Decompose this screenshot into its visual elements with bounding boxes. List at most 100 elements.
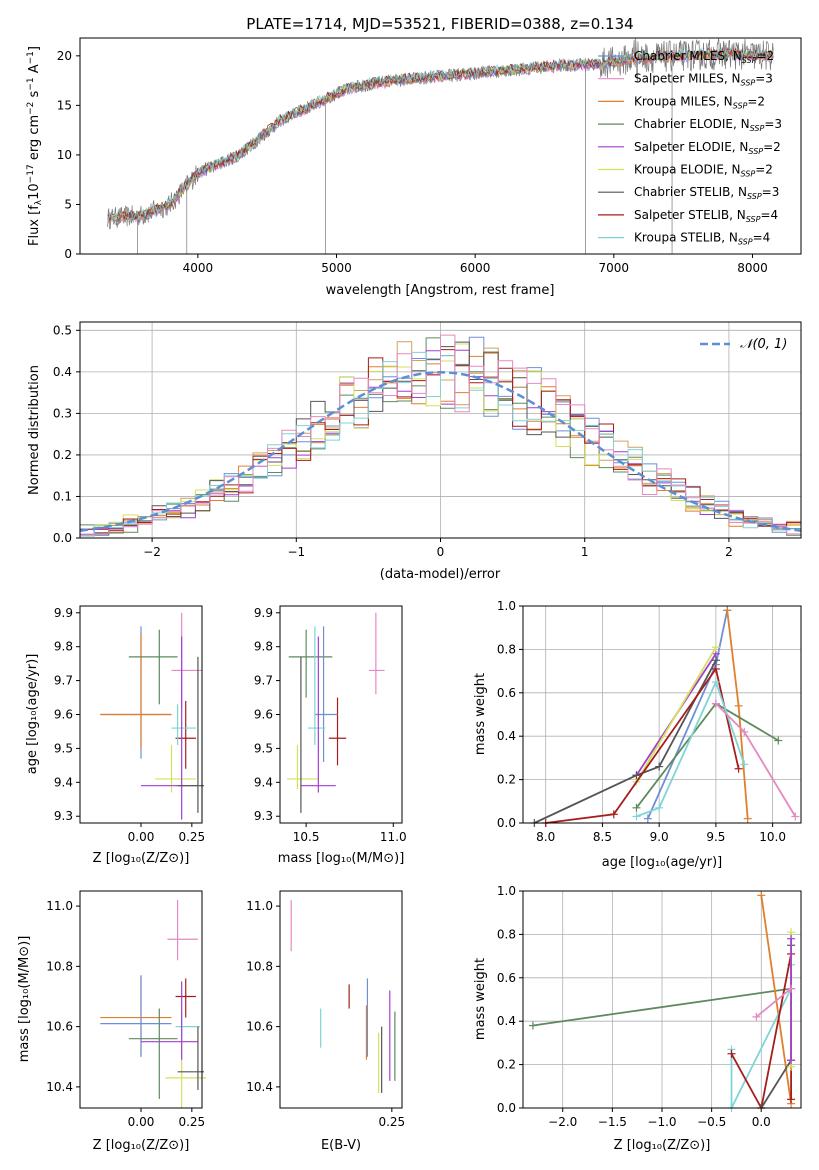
panel-ylabel: mass [log₁₀(M/M⊙)] <box>17 936 32 1063</box>
axes-frame <box>79 605 203 824</box>
legend-label: Chabrier ELODIE, NSSP=3 <box>634 117 782 133</box>
ytick-label: 10.8 <box>46 959 73 973</box>
panel-xlabel: Z [log₁₀(Z/Z⊙)] <box>93 1138 190 1153</box>
massweight-vs-z-panel: −2.0 −1.5 −1.0 −0.5 0.0 0.0 0.2 0.4 0.6 0.8 1.0 Z [… <box>473 884 802 1153</box>
xtick-label: 0.0 <box>752 1115 771 1129</box>
spectrum-ytick-label: 5 <box>64 197 72 211</box>
ytick-label: 9.9 <box>254 606 273 620</box>
xtick-label: 0.25 <box>378 1115 405 1129</box>
ytick-label: 0.8 <box>497 927 516 941</box>
age-vs-mass-panel: 10.5 11.0 9.3 9.4 9.5 9.6 9.7 9.8 9.9 mass [log₁₀… <box>254 605 407 866</box>
ytick-label: 9.7 <box>54 674 73 688</box>
spectrum-title: PLATE=1714, MJD=53521, FIBERID=0388, z=0… <box>246 15 633 33</box>
residuals-ylabel: Normed distribution <box>27 365 42 495</box>
residuals-xlabel: (data-model)/error <box>380 567 501 582</box>
xtick-label: −0.5 <box>697 1115 726 1129</box>
panel-ylabel: age [log₁₀(age/yr)] <box>25 654 40 775</box>
legend-label: Chabrier STELIB, NSSP=3 <box>634 185 779 201</box>
mass-weight-line <box>533 659 717 824</box>
legend-label: Salpeter STELIB, NSSP=4 <box>634 208 778 224</box>
residuals-ytick-label: 0.0 <box>53 531 72 545</box>
ytick-label: 9.6 <box>254 708 273 722</box>
ytick-label: 9.8 <box>254 640 273 654</box>
mass-vs-ebv-panel: 0.25 10.4 10.6 10.8 11.0 E(B-V) <box>246 890 405 1153</box>
ytick-label: 0.4 <box>497 1014 516 1028</box>
legend-label: Salpeter ELODIE, NSSP=2 <box>634 140 781 156</box>
ytick-label: 1.0 <box>497 599 516 613</box>
ytick-label: 11.0 <box>246 899 273 913</box>
xtick-label: 8.0 <box>536 830 555 844</box>
panel-xlabel: mass [log₁₀(M/M⊙)] <box>278 851 405 866</box>
xtick-label: 0.25 <box>178 1115 205 1129</box>
legend-label: Chabrier MILES, NSSP=2 <box>634 49 774 65</box>
ytick-label: 10.4 <box>246 1080 273 1094</box>
ytick-label: 9.5 <box>254 741 273 755</box>
residuals-xtick-label: 1 <box>581 545 589 559</box>
axes-frame <box>522 605 802 824</box>
mass-weight-line <box>532 987 792 1027</box>
spectrum-ytick-label: 15 <box>57 98 72 112</box>
residuals-panel: −2 −1 0 1 2 0.0 0.1 0.2 0.3 0.4 0.5 (data-model)/e… <box>27 321 802 582</box>
ytick-label: 9.6 <box>54 708 73 722</box>
mass-weight-line <box>545 666 740 824</box>
residuals-ytick-label: 0.5 <box>53 323 72 337</box>
panel-xlabel: Z [log₁₀(Z/Z⊙)] <box>614 1138 711 1153</box>
ytick-label: 1.0 <box>497 884 516 898</box>
spectrum-model-line <box>107 46 774 221</box>
ytick-label: 10.8 <box>246 959 273 973</box>
xtick-label: −1.5 <box>598 1115 627 1129</box>
ytick-label: 9.4 <box>54 775 73 789</box>
mass-weight-line <box>635 646 717 783</box>
ytick-label: 9.5 <box>54 741 73 755</box>
residuals-ytick-label: 0.4 <box>53 365 72 379</box>
spectrum-panel: PLATE=1714, MJD=53521, FIBERID=0388, z=0… <box>26 15 802 298</box>
ytick-label: 10.4 <box>46 1080 73 1094</box>
spectrum-xtick-label: 6000 <box>460 261 491 275</box>
ytick-label: 0.4 <box>497 729 516 743</box>
xtick-label: 11.0 <box>380 830 407 844</box>
panel-ylabel: mass weight <box>473 673 488 755</box>
xtick-label: 0.00 <box>128 1115 155 1129</box>
mass-vs-z-panel: 0.00 0.25 10.4 10.6 10.8 11.0 Z [log₁₀(Z/Z⊙)] m… <box>17 890 207 1153</box>
ytick-label: 0.8 <box>497 642 516 656</box>
xtick-label: 10.5 <box>293 830 320 844</box>
axes-frame <box>522 890 802 1109</box>
xtick-label: 0.00 <box>128 830 155 844</box>
spectrum-legend: Chabrier MILES, NSSP=2 Salpeter MILES, NS… <box>598 49 782 247</box>
axes-frame <box>79 890 203 1109</box>
ytick-label: 0.6 <box>497 971 516 985</box>
ytick-label: 0.6 <box>497 686 516 700</box>
spectrum-data-line <box>107 37 774 230</box>
residuals-legend: 𝒩(0, 1) <box>700 337 787 352</box>
xtick-label: 9.0 <box>650 830 669 844</box>
normal-curve <box>79 371 802 532</box>
legend-label: Kroupa STELIB, NSSP=4 <box>634 231 770 247</box>
mass-weight-line <box>726 610 749 819</box>
residuals-ytick-label: 0.2 <box>53 448 72 462</box>
panel-xlabel: E(B-V) <box>321 1138 361 1153</box>
spectrum-ytick-label: 0 <box>64 247 72 261</box>
xtick-label: 8.5 <box>593 830 612 844</box>
spectrum-xtick-label: 5000 <box>321 261 352 275</box>
ytick-label: 11.0 <box>46 899 73 913</box>
residuals-ytick-label: 0.1 <box>53 489 72 503</box>
ytick-label: 0.2 <box>497 773 516 787</box>
ytick-label: 0.0 <box>497 816 516 830</box>
normal-legend-label: 𝒩(0, 1) <box>740 337 787 352</box>
age-vs-z-panel: 0.00 0.25 9.3 9.4 9.5 9.6 9.7 9.8 9.9 Z [log₁₀(Z/… <box>25 605 205 866</box>
xtick-label: 9.5 <box>706 830 725 844</box>
ytick-label: 9.3 <box>254 809 273 823</box>
xtick-label: 10.0 <box>759 830 786 844</box>
panel-ylabel: mass weight <box>473 958 488 1040</box>
ytick-label: 9.3 <box>54 809 73 823</box>
spectrum-axes-frame <box>79 37 802 255</box>
legend-label: Salpeter MILES, NSSP=3 <box>634 72 773 88</box>
mass-weight-line <box>755 987 792 1018</box>
massweight-vs-age-panel: 8.0 8.5 9.0 9.5 10.0 0.0 0.2 0.4 0.6 0.8 1.0 age [l… <box>473 599 802 870</box>
spectrum-xtick-label: 7000 <box>599 261 630 275</box>
ytick-label: 10.6 <box>246 1020 273 1034</box>
spectrum-xtick-label: 8000 <box>737 261 768 275</box>
ytick-label: 9.8 <box>54 640 73 654</box>
residuals-ytick-label: 0.3 <box>53 406 72 420</box>
